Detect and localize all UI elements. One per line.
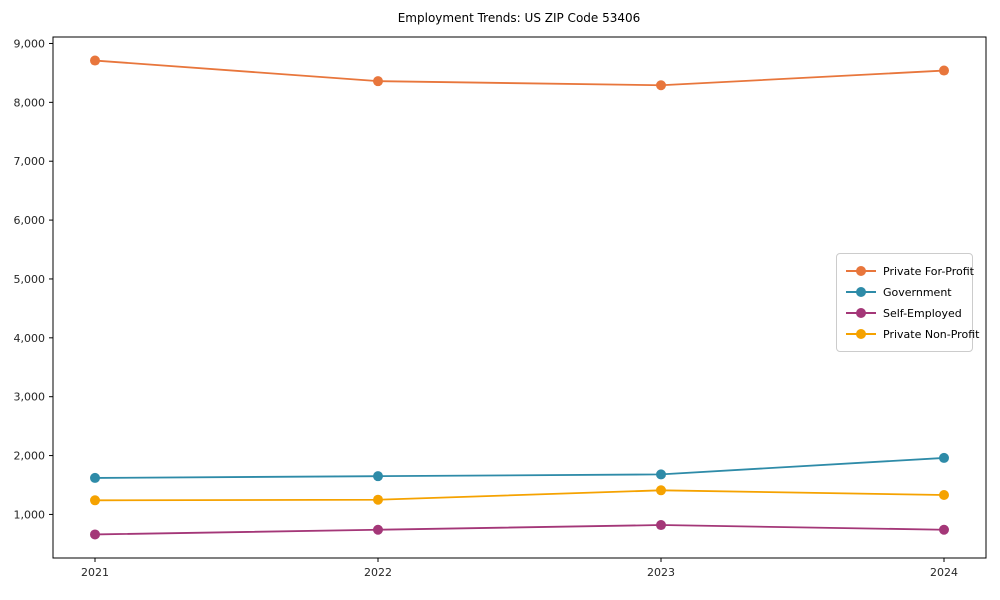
x-tick-label: 2024 bbox=[930, 566, 958, 579]
line-private-non-profit bbox=[94, 489, 945, 502]
marker-self-employed-2023 bbox=[656, 520, 666, 531]
y-tick-label: 1,000 bbox=[14, 508, 46, 521]
chart-title: Employment Trends: US ZIP Code 53406 bbox=[398, 11, 641, 25]
marker-private-for-profit-2023 bbox=[656, 80, 666, 91]
marker-self-employed-2021 bbox=[90, 529, 100, 540]
legend-label-government: Government bbox=[883, 285, 952, 299]
legend-entry-private-for-profit: Private For-Profit bbox=[846, 261, 974, 281]
legend-entry-private-non-profit: Private Non-Profit bbox=[846, 324, 979, 344]
marker-self-employed-2022 bbox=[373, 524, 383, 535]
line-private-for-profit bbox=[94, 59, 945, 87]
marker-private-non-profit-2024 bbox=[939, 490, 949, 501]
legend-entry-self-employed: Self-Employed bbox=[846, 303, 963, 323]
y-tick-label: 9,000 bbox=[14, 37, 46, 50]
marker-private-for-profit-2021 bbox=[90, 55, 100, 66]
legend-marker-private-non-profit-icon bbox=[846, 329, 876, 339]
y-tick-label: 4,000 bbox=[14, 332, 46, 345]
legend-label-private-non-profit: Private Non-Profit bbox=[883, 327, 980, 341]
marker-private-for-profit-2024 bbox=[939, 65, 949, 76]
legend-label-self-employed: Self-Employed bbox=[883, 306, 962, 320]
line-self-employed bbox=[94, 524, 945, 536]
plot-border bbox=[52, 36, 987, 559]
x-tick-label: 2023 bbox=[647, 566, 675, 579]
marker-private-non-profit-2023 bbox=[656, 485, 666, 496]
data-series bbox=[90, 55, 949, 540]
axes: 1,000 2,000 3,000 4,000 5,000 6,000 7,000 8,000… bbox=[14, 36, 987, 579]
legend-marker-private-for-profit-icon bbox=[846, 266, 876, 276]
marker-government-2021 bbox=[90, 472, 100, 483]
y-tick-label: 3,000 bbox=[14, 391, 46, 404]
marker-private-for-profit-2022 bbox=[373, 76, 383, 87]
legend-marker-government-icon bbox=[846, 287, 876, 297]
marker-private-non-profit-2021 bbox=[90, 495, 100, 506]
y-tick-label: 8,000 bbox=[14, 96, 46, 109]
legend: Private For-Profit Government Self-Employe… bbox=[836, 253, 979, 352]
y-tick-label: 7,000 bbox=[14, 155, 46, 168]
marker-self-employed-2024 bbox=[939, 524, 949, 535]
y-tick-label: 6,000 bbox=[14, 214, 46, 227]
marker-government-2022 bbox=[373, 471, 383, 482]
x-tick-label: 2022 bbox=[364, 566, 392, 579]
marker-private-non-profit-2022 bbox=[373, 494, 383, 505]
marker-government-2024 bbox=[939, 452, 949, 463]
line-government bbox=[94, 457, 945, 479]
x-tick-label: 2021 bbox=[81, 566, 109, 579]
legend-label-private-for-profit: Private For-Profit bbox=[883, 264, 974, 278]
y-tick-label: 5,000 bbox=[14, 273, 46, 286]
y-tick-label: 2,000 bbox=[14, 450, 46, 463]
legend-entry-government: Government bbox=[846, 282, 963, 302]
marker-government-2023 bbox=[656, 469, 666, 480]
legend-marker-self-employed-icon bbox=[846, 308, 876, 318]
